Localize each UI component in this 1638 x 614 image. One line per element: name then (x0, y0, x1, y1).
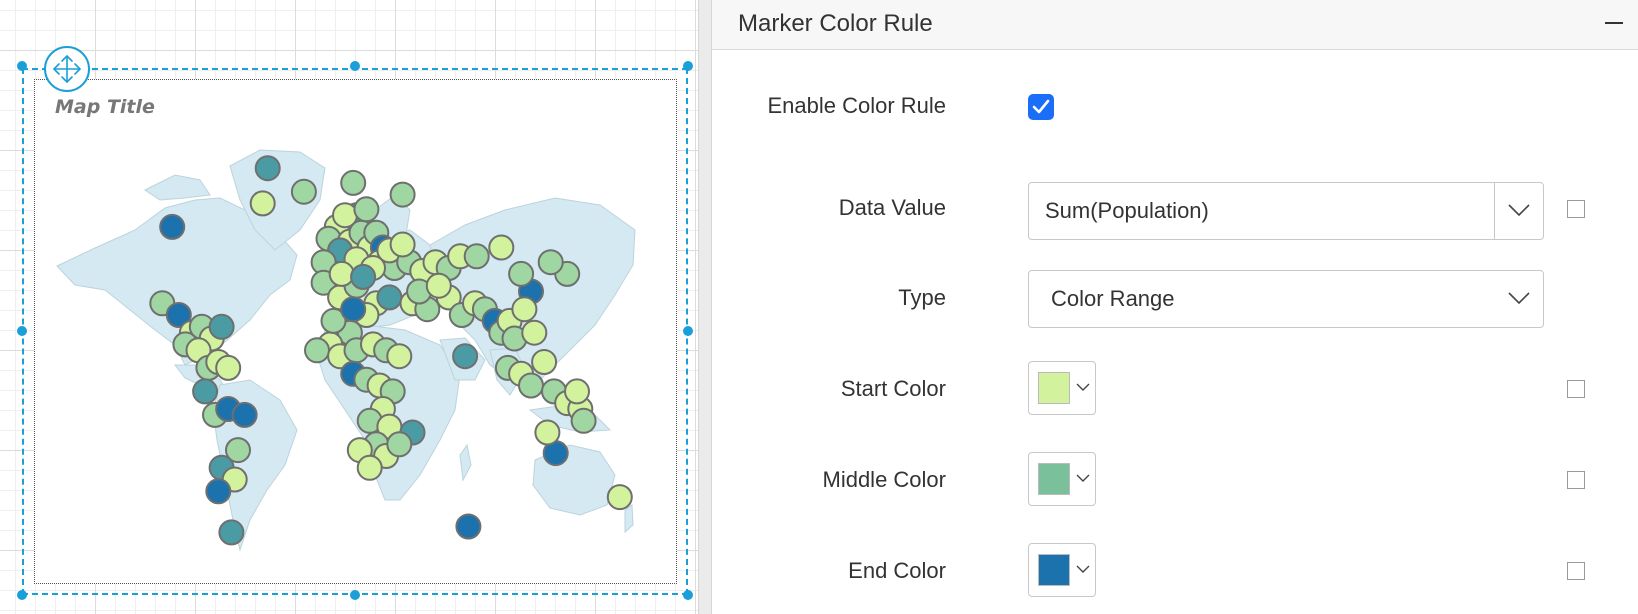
resize-handle-top-left[interactable] (17, 61, 27, 71)
move-arrows-icon (53, 55, 81, 83)
end-color-expression-checkbox[interactable] (1567, 562, 1585, 580)
madagascar-shape (459, 443, 472, 482)
map-marker (332, 202, 358, 229)
chevron-down-icon (1076, 383, 1090, 391)
resize-handle-middle-left[interactable] (17, 326, 27, 336)
map-title[interactable]: Map Title (55, 96, 155, 118)
north-america-shape (56, 197, 298, 366)
map-marker (386, 431, 413, 458)
map-marker (534, 419, 561, 446)
data-value-expression-checkbox[interactable] (1567, 200, 1585, 218)
section-title: Marker Color Rule (738, 10, 933, 37)
properties-panel: Marker Color Rule Enable Color Rule Data… (712, 0, 1638, 614)
checkmark-icon (1032, 99, 1050, 114)
map-marker (425, 272, 452, 299)
world-map (56, 149, 636, 552)
dropdown-separator (1494, 183, 1495, 239)
end-color-swatch (1038, 554, 1070, 586)
data-value-dropdown[interactable]: Sum(Population) (1028, 182, 1544, 240)
resize-handle-top-right[interactable] (683, 61, 693, 71)
resize-handle-bottom-right[interactable] (683, 590, 693, 600)
map-marker (518, 372, 544, 399)
middle-color-swatch (1038, 463, 1070, 495)
map-marker (376, 284, 403, 311)
map-marker (340, 296, 367, 323)
map-marker (304, 337, 330, 364)
map-marker (570, 407, 597, 434)
map-marker (356, 454, 383, 481)
map-marker (249, 190, 276, 217)
enable-color-rule-label: Enable Color Rule (767, 93, 946, 118)
map-marker (159, 213, 186, 240)
map-marker (463, 243, 490, 270)
map-marker (340, 169, 367, 196)
map-marker (386, 343, 413, 370)
map-marker (290, 178, 317, 205)
map-marker (389, 231, 416, 258)
map-marker (521, 319, 548, 346)
map-marker (350, 263, 377, 290)
map-marker (488, 234, 515, 261)
panel-splitter[interactable] (698, 0, 712, 614)
map-marker (452, 343, 479, 370)
map-marker (208, 313, 235, 340)
resize-handle-bottom-center[interactable] (350, 590, 360, 600)
map-marker (455, 513, 482, 540)
chevron-down-icon (1508, 292, 1530, 305)
start-color-label: Start Color (840, 376, 946, 401)
map-marker (225, 437, 251, 464)
chevron-down-icon (1076, 474, 1090, 482)
map-marker (511, 296, 538, 323)
type-label: Type (898, 285, 946, 310)
map-marker (531, 349, 558, 375)
map-marker (165, 302, 192, 328)
data-value-selected: Sum(Population) (1045, 198, 1209, 223)
map-marker (353, 196, 380, 223)
start-color-picker[interactable] (1028, 361, 1096, 415)
resize-handle-bottom-left[interactable] (17, 590, 27, 600)
map-marker (215, 354, 242, 381)
design-canvas[interactable]: Map Title (0, 0, 698, 614)
map-marker (508, 260, 535, 287)
start-color-swatch (1038, 372, 1070, 404)
move-handle[interactable] (44, 46, 90, 92)
map-marker (218, 519, 245, 546)
type-dropdown[interactable]: Color Range (1028, 270, 1544, 328)
middle-color-expression-checkbox[interactable] (1567, 471, 1585, 489)
greenland-shape (229, 149, 326, 251)
section-header[interactable]: Marker Color Rule (712, 0, 1638, 50)
chevron-down-icon (1508, 204, 1530, 217)
map-marker (328, 260, 355, 287)
enable-color-rule-checkbox[interactable] (1028, 94, 1054, 120)
map-marker (205, 478, 232, 505)
map-marker (564, 378, 590, 405)
collapse-button[interactable] (1604, 21, 1624, 25)
map-marker (389, 181, 416, 208)
map-marker (254, 155, 281, 182)
end-color-picker[interactable] (1028, 543, 1096, 597)
map-area: Map Title (34, 79, 677, 584)
map-marker (320, 307, 347, 334)
end-color-label: End Color (848, 558, 946, 583)
map-marker (537, 249, 564, 276)
marker-layer (149, 155, 633, 546)
map-marker (231, 401, 258, 428)
map-report-item[interactable]: Map Title (22, 68, 688, 595)
data-value-label: Data Value (838, 195, 946, 220)
south-america-shape (212, 379, 298, 552)
resize-handle-top-center[interactable] (350, 61, 360, 71)
resize-handle-middle-right[interactable] (683, 326, 693, 336)
map-marker (606, 484, 633, 511)
middle-color-label: Middle Color (822, 467, 947, 492)
type-selected: Color Range (1051, 286, 1175, 311)
arctic-islands-shape (144, 174, 211, 201)
new-zealand-shape (624, 504, 634, 534)
start-color-expression-checkbox[interactable] (1567, 380, 1585, 398)
middle-color-picker[interactable] (1028, 452, 1096, 506)
chevron-down-icon (1076, 565, 1090, 573)
map-marker (192, 378, 219, 405)
minus-icon (1605, 22, 1623, 24)
